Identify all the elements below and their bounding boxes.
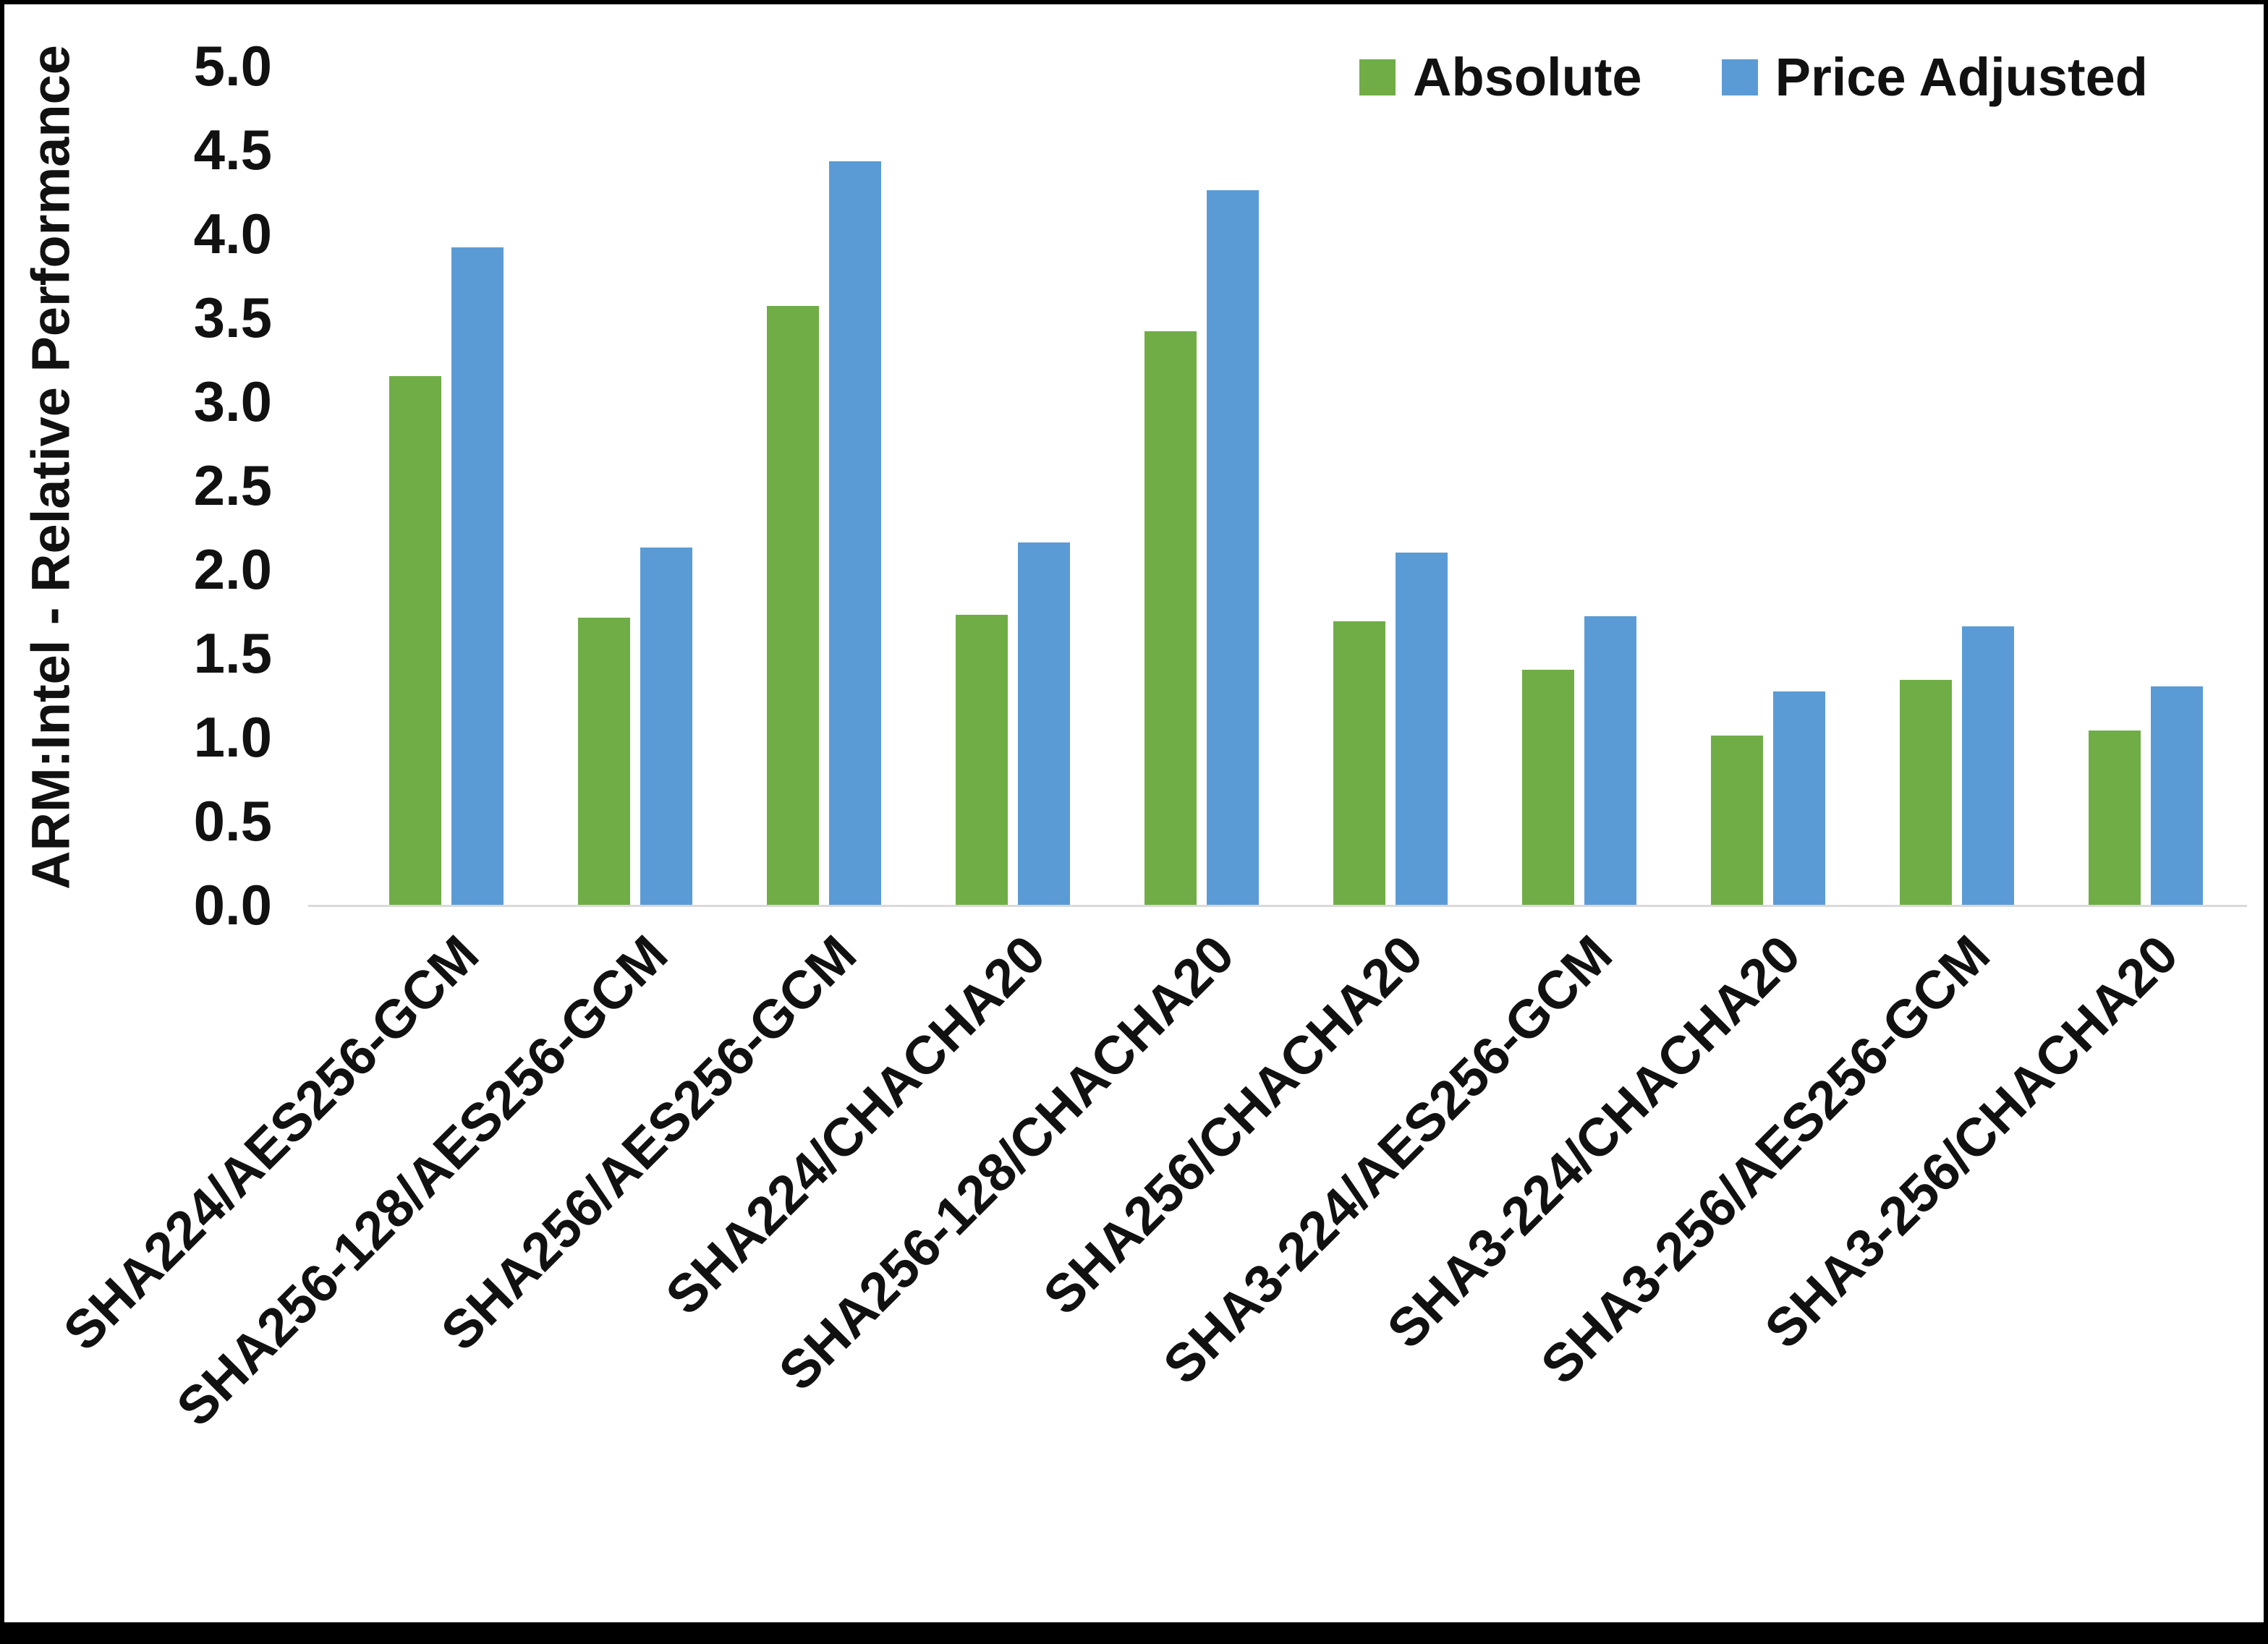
bar-absolute [577,618,630,905]
y-tick-label: 3.0 [193,370,272,433]
bar-group [1296,66,1485,905]
legend-swatch-price-adjusted [1721,59,1758,95]
y-tick-label: 4.0 [193,202,272,265]
bar-absolute [766,305,819,905]
bar-price-adjusted [1584,616,1636,905]
bar-group [1485,66,1673,905]
bar-absolute [1710,735,1763,905]
bar-group [1107,66,1296,905]
bar-absolute [1144,331,1197,905]
legend-item-absolute: Absolute [1359,46,1642,108]
y-tick-label: 1.0 [193,705,272,769]
bar-price-adjusted [1017,542,1070,905]
category-label: SHA256/CHACHA20 [1032,924,1435,1326]
bar-price-adjusted [1772,691,1825,905]
bar-price-adjusted [828,161,881,905]
x-axis-line [308,905,2247,907]
bar-price-adjusted [451,247,504,905]
bar-absolute [1899,680,1952,905]
bar-absolute [2088,730,2141,905]
legend-swatch-absolute [1359,59,1396,95]
bar-absolute [955,614,1008,905]
category-label: SHA224/CHACHA20 [654,924,1057,1326]
bar-group [1862,66,2051,905]
legend-item-price-adjusted: Price Adjusted [1721,46,2148,108]
y-tick-label: 4.5 [193,118,272,182]
legend-label-absolute: Absolute [1413,47,1642,107]
bar-group [540,66,729,905]
legend: Absolute Price Adjusted [1359,46,2148,108]
bar-price-adjusted [640,547,692,905]
bar-absolute [388,376,441,905]
bar-price-adjusted [2150,686,2203,905]
bar-price-adjusted [1395,552,1448,905]
bar-group [2051,66,2240,905]
y-tick-label: 0.5 [193,789,272,853]
plot-area [352,66,2240,905]
y-tick-label: 5.0 [193,34,272,98]
bar-group [918,66,1107,905]
bar-absolute [1333,621,1385,905]
y-tick-label: 0.0 [193,873,272,937]
bar-absolute [1521,670,1574,905]
bar-group [729,66,918,905]
y-tick-label: 2.0 [193,537,272,601]
y-tick-label: 3.5 [193,286,272,349]
y-tick-label: 2.5 [193,453,272,517]
legend-label-price-adjusted: Price Adjusted [1775,47,2148,107]
bar-group [352,66,540,905]
y-tick-label: 1.5 [193,621,272,685]
bar-group [1673,66,1862,905]
bar-price-adjusted [1961,626,2014,905]
bar-price-adjusted [1206,189,1259,905]
